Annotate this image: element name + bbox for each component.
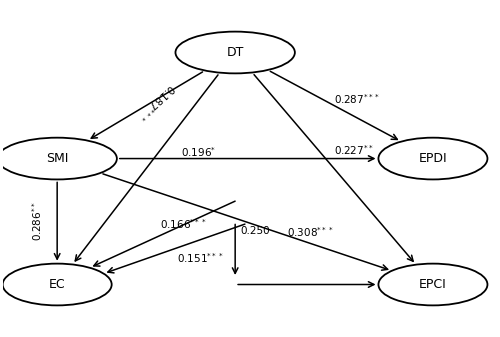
Text: $0.308^{***}$: $0.308^{***}$ (286, 225, 333, 239)
Text: 0.250: 0.250 (240, 226, 270, 237)
Text: EPCI: EPCI (419, 278, 447, 291)
Text: $0.287^{***}$: $0.287^{***}$ (334, 92, 380, 106)
Text: $0.196^{*}$: $0.196^{*}$ (181, 145, 216, 159)
Text: EC: EC (49, 278, 66, 291)
Ellipse shape (176, 32, 295, 73)
Ellipse shape (0, 138, 117, 179)
Ellipse shape (2, 264, 112, 305)
Text: $0.151^{***}$: $0.151^{***}$ (177, 251, 224, 265)
Ellipse shape (378, 138, 488, 179)
Text: $0.286^{**}$: $0.286^{**}$ (30, 202, 44, 241)
Text: $0.187^{***}$: $0.187^{***}$ (134, 81, 178, 123)
Text: DT: DT (226, 46, 244, 59)
Ellipse shape (378, 264, 488, 305)
Text: $0.166^{***}$: $0.166^{***}$ (160, 217, 207, 231)
Text: SMI: SMI (46, 152, 68, 165)
Text: $0.227^{**}$: $0.227^{**}$ (334, 144, 374, 157)
Text: EPDI: EPDI (418, 152, 448, 165)
